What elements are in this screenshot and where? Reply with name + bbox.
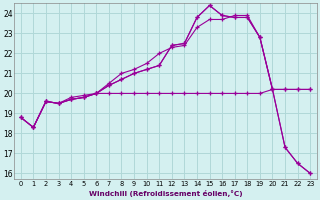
X-axis label: Windchill (Refroidissement éolien,°C): Windchill (Refroidissement éolien,°C) xyxy=(89,190,242,197)
